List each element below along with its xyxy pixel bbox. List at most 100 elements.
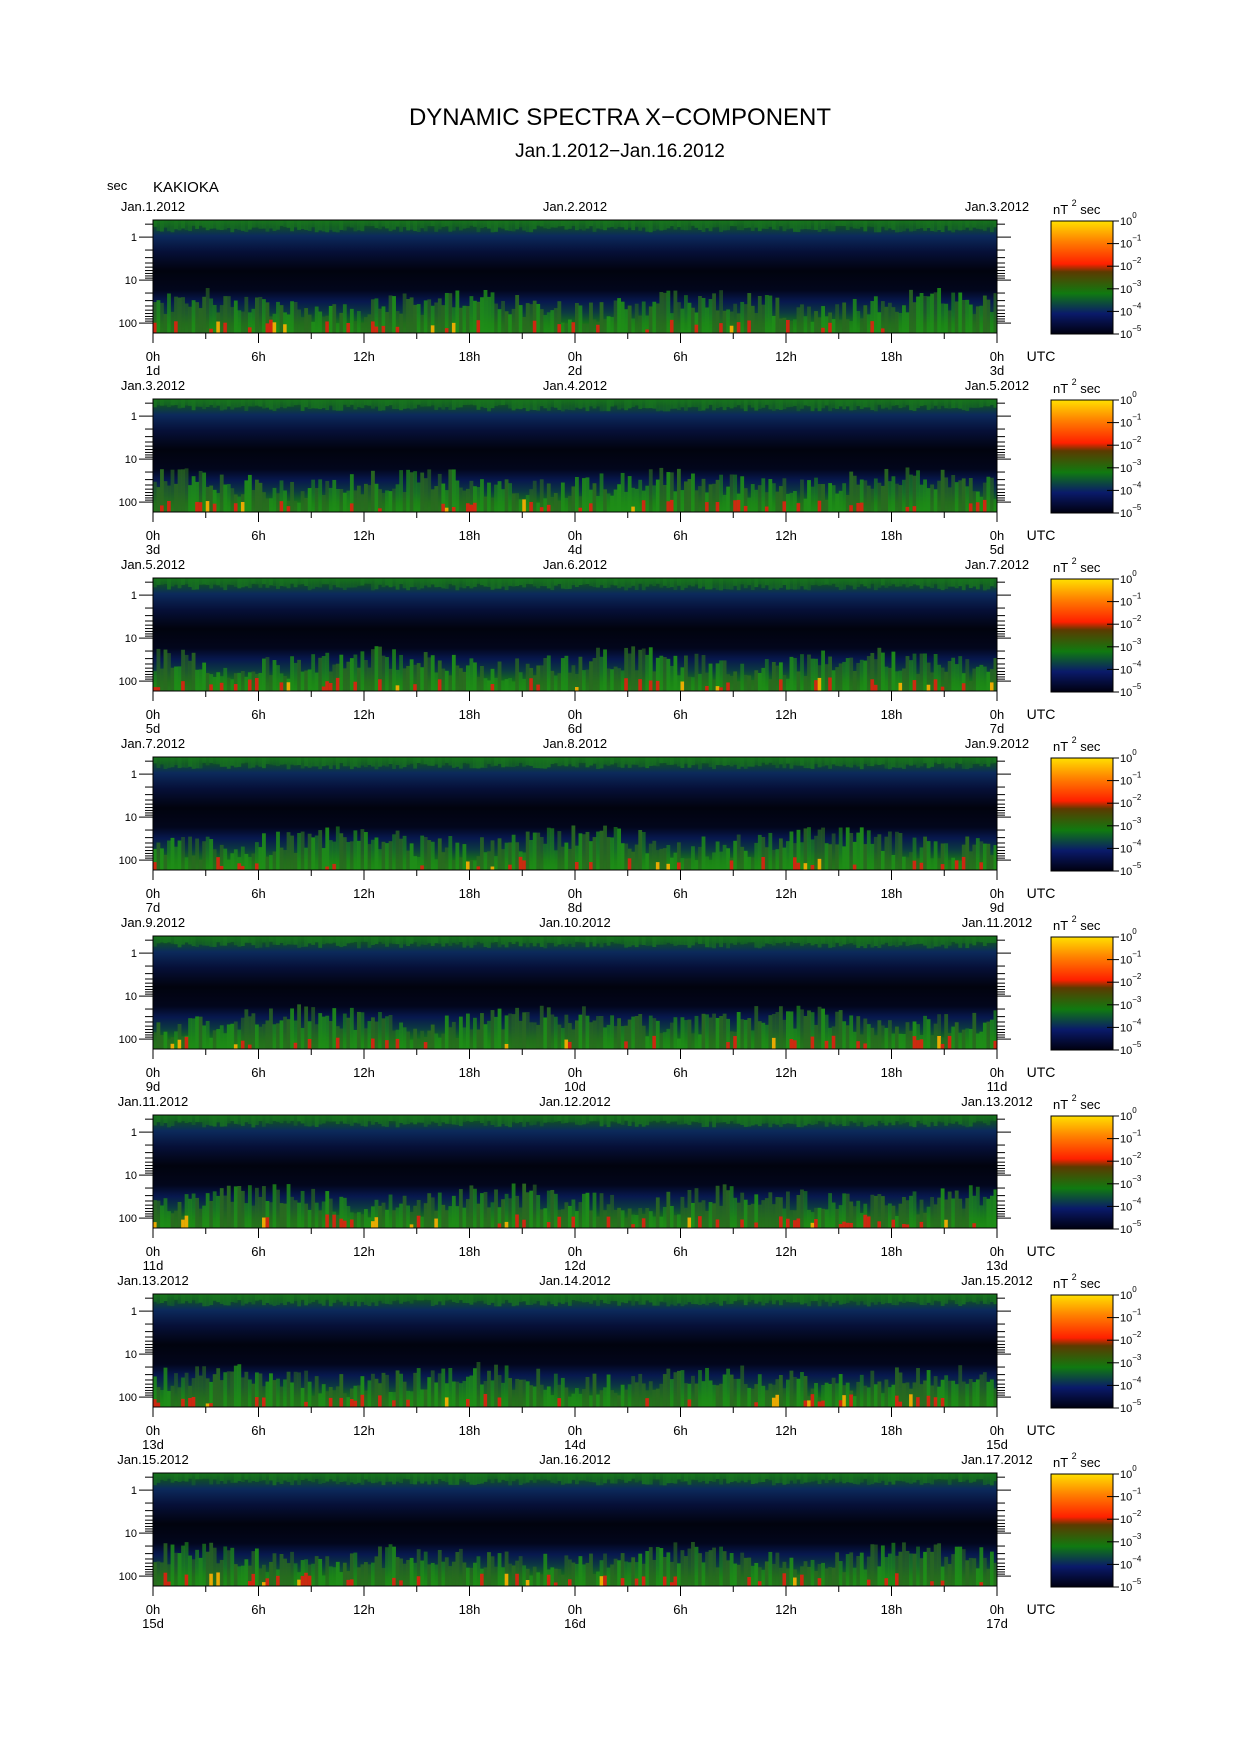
spectral-power-bar — [715, 1567, 720, 1586]
spectral-power-top — [673, 1294, 678, 1306]
spectral-peak — [715, 502, 720, 512]
spectral-power-top — [930, 1294, 934, 1306]
spectral-power-top — [455, 1473, 460, 1485]
spectral-power-top — [845, 220, 850, 231]
spectral-power-bar — [269, 1373, 273, 1407]
spectral-power-top — [360, 1294, 365, 1302]
spectral-power-bar — [230, 1023, 235, 1049]
spectral-peak — [838, 1400, 843, 1407]
spectral-power-bar — [968, 477, 973, 512]
spectral-power-bar — [353, 1385, 358, 1407]
spectral-power-bar — [719, 1016, 723, 1049]
day-label: 9d — [146, 1079, 160, 1094]
spectral-power-top — [536, 220, 541, 226]
spectral-power-bar — [511, 308, 516, 333]
colorbar-tick-label: 10−1 — [1120, 234, 1142, 251]
spectral-power-bar — [160, 1205, 164, 1228]
x-tick-label: 0h — [146, 349, 160, 364]
spectral-power-top — [919, 220, 924, 229]
spectral-power-bar — [768, 1551, 773, 1586]
spectral-power-bar — [989, 1379, 994, 1407]
spectral-power-top — [958, 1473, 963, 1483]
spectral-power-bar — [567, 1205, 572, 1228]
spectral-peak — [490, 866, 495, 870]
spectral-power-top — [817, 220, 822, 232]
spectral-power-top — [905, 220, 910, 229]
spectral-power-bar — [895, 671, 899, 691]
spectral-power-top — [620, 757, 625, 768]
spectral-power-bar — [775, 665, 780, 691]
spectral-power-top — [831, 1473, 836, 1479]
spectral-power-top — [606, 578, 611, 588]
spectral-power-bar — [596, 1216, 600, 1228]
spectral-power-top — [655, 578, 660, 584]
spectral-power-bar — [258, 1196, 263, 1228]
spectral-power-top — [993, 1115, 998, 1121]
spectral-power-bar — [863, 305, 868, 333]
spectral-power-top — [919, 757, 924, 767]
x-tick-label: 12h — [775, 349, 797, 364]
spectral-power-top — [873, 220, 878, 233]
spectral-power-bar — [705, 856, 709, 870]
spectral-peak — [793, 857, 797, 870]
spectral-power-bar — [205, 1020, 210, 1049]
x-tick-label: 0h — [990, 1423, 1004, 1438]
spectral-peak — [444, 1397, 449, 1407]
spectral-power-top — [680, 220, 685, 230]
spectral-power-top — [743, 1294, 748, 1306]
spectral-power-top — [866, 1115, 871, 1126]
spectral-power-bar — [156, 1022, 161, 1049]
spectral-power-top — [866, 399, 871, 408]
spectral-power-bar — [965, 1383, 970, 1407]
spectral-power-bar — [982, 1372, 987, 1407]
spectral-power-bar — [170, 837, 175, 870]
spectral-power-bar — [522, 1379, 527, 1407]
spectral-power-bar — [184, 1542, 189, 1586]
spectral-power-top — [458, 578, 463, 588]
spectral-power-bar — [828, 1193, 833, 1228]
spectral-power-bar — [599, 1193, 604, 1228]
spectral-peak — [216, 321, 221, 333]
spectral-power-top — [181, 578, 185, 585]
spectral-power-top — [170, 220, 175, 233]
spectral-power-bar — [269, 855, 273, 870]
spectral-power-top — [705, 399, 709, 409]
spectral-power-top — [427, 399, 432, 407]
x-tick-label: 0h — [146, 528, 160, 543]
spectral-power-bar — [251, 853, 256, 870]
spectral-power-top — [448, 399, 453, 411]
spectral-power-top — [230, 578, 235, 586]
spectral-peak — [205, 501, 210, 512]
spectral-power-top — [596, 1115, 600, 1122]
spectral-power-top — [916, 399, 920, 409]
spectral-power-top — [916, 1294, 920, 1304]
spectral-power-top — [546, 757, 551, 768]
spectral-power-bar — [170, 1385, 175, 1407]
spectral-peak — [764, 506, 769, 512]
spectral-power-bar — [501, 1029, 505, 1049]
x-tick-label: 0h — [990, 886, 1004, 901]
spectral-power-bar — [205, 1193, 210, 1228]
spectral-power-bar — [546, 1190, 551, 1228]
spectral-power-bar — [684, 655, 688, 691]
spectral-power-top — [251, 399, 256, 407]
spectral-power-top — [560, 1294, 565, 1304]
spectral-power-top — [859, 578, 864, 585]
spectral-power-bar — [448, 1367, 453, 1407]
spectral-power-bar — [188, 485, 192, 512]
spectral-power-top — [395, 1115, 400, 1128]
spectral-power-top — [866, 936, 871, 945]
spectral-power-top — [736, 757, 741, 769]
spectral-power-bar — [659, 848, 664, 870]
spectral-power-bar — [771, 661, 776, 691]
spectral-power-top — [279, 757, 284, 765]
spectral-peak — [332, 863, 337, 870]
spectral-peak — [786, 1218, 790, 1228]
spectral-power-top — [775, 757, 780, 769]
spectral-power-bar — [539, 479, 544, 512]
spectral-power-bar — [828, 1384, 833, 1407]
spectral-power-top — [522, 936, 527, 944]
spectral-power-top — [465, 1115, 470, 1122]
spectral-power-bar — [550, 1395, 555, 1407]
spectral-power-bar — [993, 1189, 998, 1228]
